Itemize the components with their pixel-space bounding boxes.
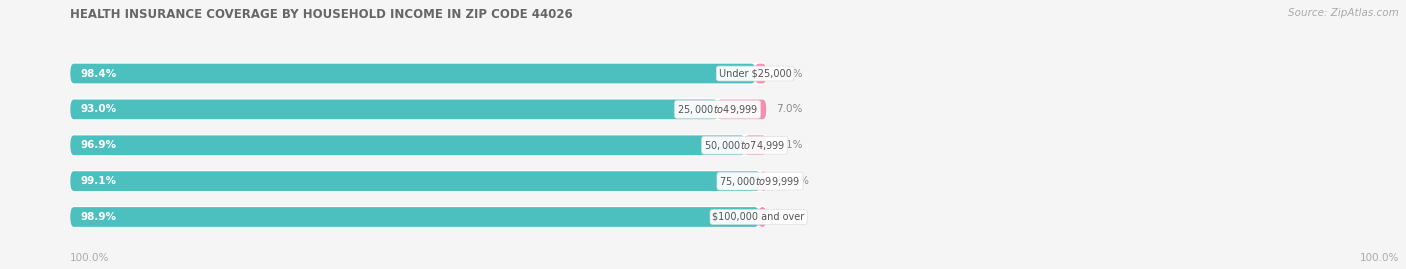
FancyBboxPatch shape xyxy=(717,100,766,119)
Text: 3.1%: 3.1% xyxy=(776,140,803,150)
FancyBboxPatch shape xyxy=(70,207,766,227)
FancyBboxPatch shape xyxy=(70,135,745,155)
FancyBboxPatch shape xyxy=(761,171,766,191)
FancyBboxPatch shape xyxy=(70,100,766,119)
Text: 0.95%: 0.95% xyxy=(776,176,810,186)
Text: $75,000 to $99,999: $75,000 to $99,999 xyxy=(720,175,800,187)
Text: HEALTH INSURANCE COVERAGE BY HOUSEHOLD INCOME IN ZIP CODE 44026: HEALTH INSURANCE COVERAGE BY HOUSEHOLD I… xyxy=(70,8,574,21)
FancyBboxPatch shape xyxy=(70,171,761,191)
Text: $50,000 to $74,999: $50,000 to $74,999 xyxy=(704,139,786,152)
FancyBboxPatch shape xyxy=(70,171,766,191)
FancyBboxPatch shape xyxy=(755,64,766,83)
Text: 98.4%: 98.4% xyxy=(80,69,117,79)
FancyBboxPatch shape xyxy=(70,64,766,83)
FancyBboxPatch shape xyxy=(70,100,717,119)
FancyBboxPatch shape xyxy=(70,135,766,155)
Text: 98.9%: 98.9% xyxy=(80,212,117,222)
Text: 93.0%: 93.0% xyxy=(80,104,117,114)
FancyBboxPatch shape xyxy=(759,207,766,227)
Text: Under $25,000: Under $25,000 xyxy=(718,69,792,79)
Text: $100,000 and over: $100,000 and over xyxy=(713,212,804,222)
FancyBboxPatch shape xyxy=(70,207,759,227)
Text: 96.9%: 96.9% xyxy=(80,140,117,150)
Text: $25,000 to $49,999: $25,000 to $49,999 xyxy=(676,103,758,116)
Text: 7.0%: 7.0% xyxy=(776,104,803,114)
Text: 99.1%: 99.1% xyxy=(80,176,117,186)
Text: 1.6%: 1.6% xyxy=(776,69,803,79)
Text: 100.0%: 100.0% xyxy=(1360,253,1399,263)
FancyBboxPatch shape xyxy=(745,135,766,155)
FancyBboxPatch shape xyxy=(70,64,755,83)
Text: 100.0%: 100.0% xyxy=(70,253,110,263)
Text: Source: ZipAtlas.com: Source: ZipAtlas.com xyxy=(1288,8,1399,18)
Text: 1.1%: 1.1% xyxy=(776,212,803,222)
